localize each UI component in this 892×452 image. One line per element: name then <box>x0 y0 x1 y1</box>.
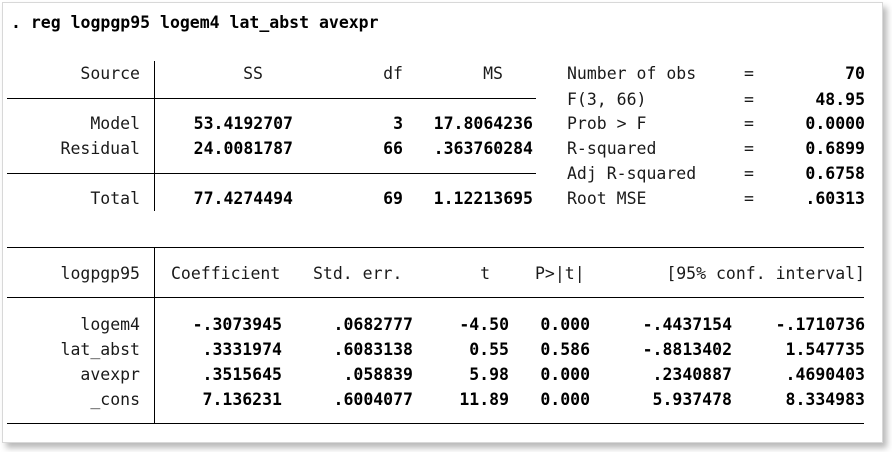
stat-value: 0.6899 <box>805 139 865 158</box>
anova-ss: 53.4192707 <box>193 114 293 133</box>
coef-ci-high: .4690403 <box>785 365 865 384</box>
coef-header-conf-interval: [95% conf. interval] <box>666 264 865 283</box>
coef-p: 0.000 <box>540 365 590 384</box>
anova-ss: 77.4274494 <box>193 189 293 208</box>
coef-p: 0.000 <box>540 315 590 334</box>
coef-header-coefficient: Coefficient <box>171 264 281 283</box>
stat-label: Root MSE <box>567 189 647 208</box>
stata-results-window: . reg logpgp95 logem4 lat_abst avexpr So… <box>2 2 883 443</box>
coef-header-dependent: logpgp95 <box>60 264 140 283</box>
anova-source: Residual <box>60 139 140 158</box>
anova-df: 3 <box>393 114 403 133</box>
coef-ci-high: -.1710736 <box>775 315 865 334</box>
coef-bottom-rule <box>7 423 864 424</box>
coef-value: .3331974 <box>202 340 282 359</box>
stat-label: Number of obs <box>567 64 697 83</box>
anova-total-rule <box>7 173 536 174</box>
command-line: . reg logpgp95 logem4 lat_abst avexpr <box>11 13 379 32</box>
anova-df: 66 <box>383 139 403 158</box>
coef-header-rule <box>7 297 864 298</box>
coef-ci-low: 5.937478 <box>652 390 732 409</box>
coef-value: .3515645 <box>202 365 282 384</box>
coef-ci-low: -.8813402 <box>642 340 732 359</box>
anova-ms: .363760284 <box>433 139 533 158</box>
coef-value: -.3073945 <box>192 315 282 334</box>
anova-df: 69 <box>383 189 403 208</box>
coef-ci-high: 1.547735 <box>785 340 865 359</box>
anova-source: Total <box>90 189 140 208</box>
coef-t: 5.98 <box>469 365 509 384</box>
stat-label: R-squared <box>567 139 657 158</box>
coef-std-err: .0682777 <box>333 315 413 334</box>
stat-equals: = <box>744 139 754 158</box>
coef-var: logem4 <box>80 315 140 334</box>
anova-ms: 17.8064236 <box>433 114 533 133</box>
anova-header-rule <box>7 98 536 99</box>
coef-std-err: .6083138 <box>333 340 413 359</box>
anova-ss: 24.0081787 <box>193 139 293 158</box>
coef-header-p: P>|t| <box>535 264 585 283</box>
coef-t: -4.50 <box>459 315 509 334</box>
stat-label: Adj R-squared <box>567 164 697 183</box>
stat-equals: = <box>744 114 754 133</box>
anova-ms: 1.12213695 <box>433 189 533 208</box>
stat-equals: = <box>744 64 754 83</box>
stat-label: F(3, 66) <box>567 90 647 109</box>
coef-t: 0.55 <box>469 340 509 359</box>
anova-source: Model <box>90 114 140 133</box>
anova-vertical-divider <box>154 61 155 211</box>
coef-std-err: .058839 <box>343 365 413 384</box>
coef-header-t: t <box>480 264 490 283</box>
coef-p: 0.000 <box>540 390 590 409</box>
anova-header-ss: SS <box>243 64 263 83</box>
coef-ci-high: 8.334983 <box>785 390 865 409</box>
coef-ci-low: -.4437154 <box>642 315 732 334</box>
coef-std-err: .6004077 <box>333 390 413 409</box>
stat-value: 70 <box>845 64 865 83</box>
coef-t: 11.89 <box>459 390 509 409</box>
coef-ci-low: .2340887 <box>652 365 732 384</box>
coef-vertical-divider <box>154 247 155 424</box>
stat-equals: = <box>744 189 754 208</box>
anova-header-source: Source <box>80 64 140 83</box>
coef-p: 0.586 <box>540 340 590 359</box>
stat-equals: = <box>744 164 754 183</box>
stat-value: 48.95 <box>815 90 865 109</box>
coef-var: lat_abst <box>60 340 140 359</box>
coef-var: _cons <box>90 390 140 409</box>
coef-var: avexpr <box>80 365 140 384</box>
stat-value: 0.0000 <box>805 114 865 133</box>
stat-value: .60313 <box>805 189 865 208</box>
stat-equals: = <box>744 90 754 109</box>
anova-header-ms: MS <box>483 64 503 83</box>
coef-top-rule <box>7 247 864 248</box>
stat-value: 0.6758 <box>805 164 865 183</box>
anova-header-df: df <box>383 64 403 83</box>
coef-value: 7.136231 <box>202 390 282 409</box>
coef-header-std-err: Std. err. <box>313 264 403 283</box>
stat-label: Prob > F <box>567 114 647 133</box>
